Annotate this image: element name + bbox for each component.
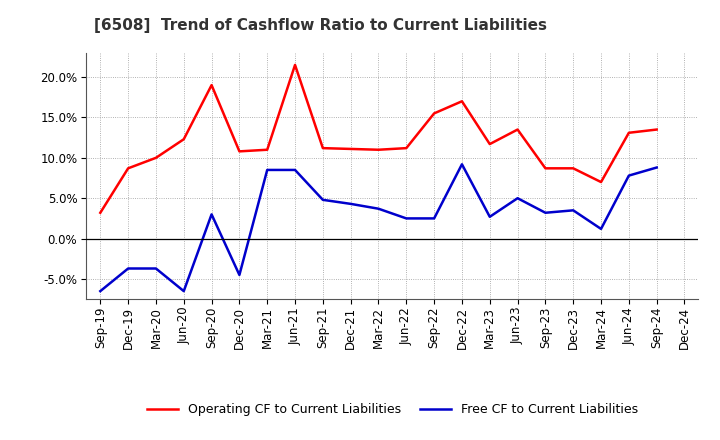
Free CF to Current Liabilities [513, 195, 522, 201]
Free CF to Current Liabilities [541, 210, 550, 216]
Operating CF to Current Liabilities [458, 99, 467, 104]
Free CF to Current Liabilities [152, 266, 161, 271]
Operating CF to Current Liabilities [652, 127, 661, 132]
Free CF to Current Liabilities [96, 289, 104, 294]
Operating CF to Current Liabilities [318, 146, 327, 151]
Operating CF to Current Liabilities [96, 210, 104, 216]
Operating CF to Current Liabilities [624, 130, 633, 136]
Operating CF to Current Liabilities [541, 166, 550, 171]
Operating CF to Current Liabilities [402, 146, 410, 151]
Free CF to Current Liabilities [430, 216, 438, 221]
Operating CF to Current Liabilities [597, 180, 606, 185]
Free CF to Current Liabilities [402, 216, 410, 221]
Free CF to Current Liabilities [458, 161, 467, 167]
Operating CF to Current Liabilities [263, 147, 271, 152]
Operating CF to Current Liabilities [235, 149, 243, 154]
Operating CF to Current Liabilities [569, 166, 577, 171]
Free CF to Current Liabilities [346, 201, 355, 206]
Free CF to Current Liabilities [485, 214, 494, 220]
Free CF to Current Liabilities [207, 212, 216, 217]
Free CF to Current Liabilities [652, 165, 661, 170]
Operating CF to Current Liabilities [152, 155, 161, 161]
Operating CF to Current Liabilities [513, 127, 522, 132]
Line: Free CF to Current Liabilities: Free CF to Current Liabilities [100, 164, 657, 291]
Operating CF to Current Liabilities [374, 147, 383, 152]
Free CF to Current Liabilities [291, 167, 300, 172]
Operating CF to Current Liabilities [430, 111, 438, 116]
Operating CF to Current Liabilities [124, 166, 132, 171]
Free CF to Current Liabilities [235, 272, 243, 278]
Free CF to Current Liabilities [624, 173, 633, 178]
Legend: Operating CF to Current Liabilities, Free CF to Current Liabilities: Operating CF to Current Liabilities, Fre… [142, 398, 643, 421]
Free CF to Current Liabilities [124, 266, 132, 271]
Free CF to Current Liabilities [179, 289, 188, 294]
Free CF to Current Liabilities [569, 208, 577, 213]
Free CF to Current Liabilities [318, 197, 327, 202]
Operating CF to Current Liabilities [291, 62, 300, 68]
Free CF to Current Liabilities [597, 226, 606, 231]
Free CF to Current Liabilities [374, 206, 383, 211]
Operating CF to Current Liabilities [207, 82, 216, 88]
Free CF to Current Liabilities [263, 167, 271, 172]
Operating CF to Current Liabilities [179, 136, 188, 142]
Text: [6508]  Trend of Cashflow Ratio to Current Liabilities: [6508] Trend of Cashflow Ratio to Curren… [94, 18, 546, 33]
Operating CF to Current Liabilities [346, 146, 355, 151]
Operating CF to Current Liabilities [485, 141, 494, 147]
Line: Operating CF to Current Liabilities: Operating CF to Current Liabilities [100, 65, 657, 213]
